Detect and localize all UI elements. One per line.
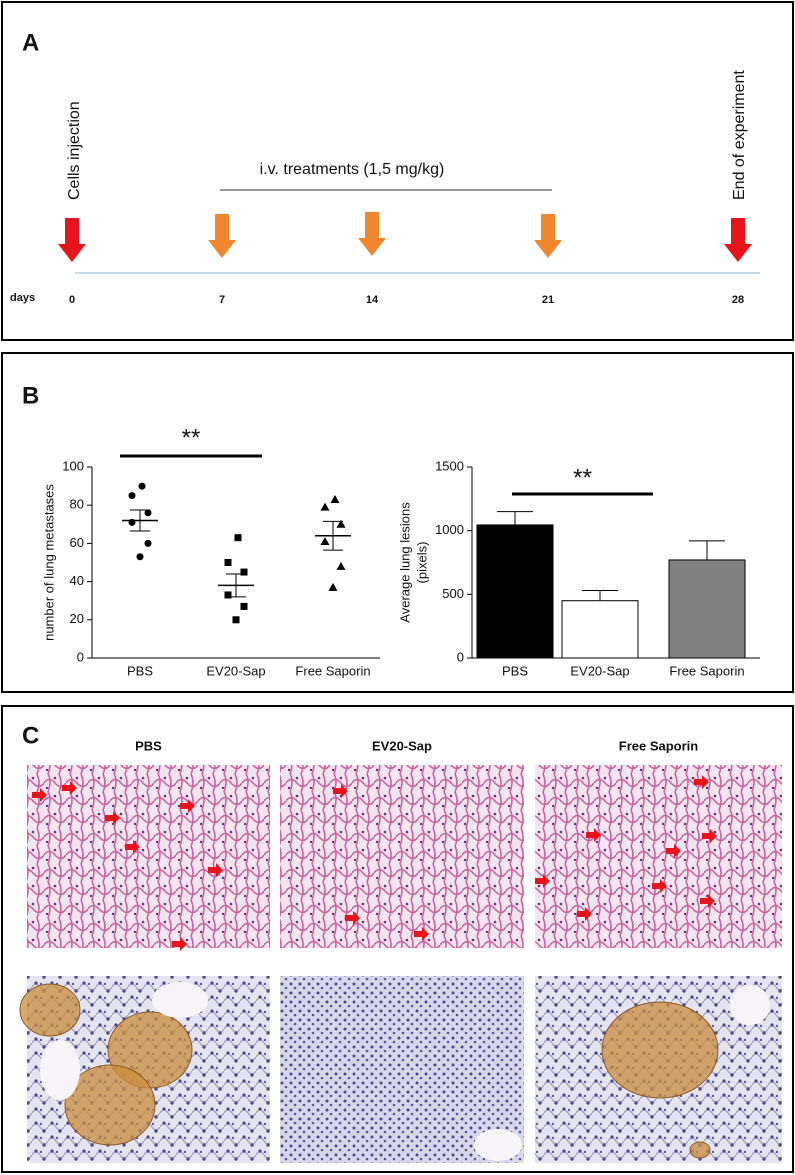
lesion-arrow [586, 828, 601, 842]
column-title: EV20-Sap [372, 738, 432, 753]
data-point [224, 591, 232, 599]
bar [668, 559, 746, 659]
days-label: days [10, 292, 35, 304]
stained-cluster [19, 983, 81, 1037]
lesion-arrow [535, 874, 550, 888]
panel-b-frame [1, 352, 794, 693]
data-point [320, 536, 330, 545]
panel-a-frame [1, 1, 794, 341]
y-axis-label: Average lung lesions [397, 502, 412, 623]
he-image [535, 765, 782, 948]
data-point [144, 509, 152, 517]
lesion-arrow [652, 879, 667, 893]
alveolar-space [730, 985, 770, 1025]
event-arrow [208, 214, 236, 258]
significance-label: ** [182, 424, 201, 451]
day-label: 7 [219, 294, 225, 306]
treatment-label: i.v. treatments (1,5 mg/kg) [260, 161, 445, 178]
y-tick-label: 20 [70, 611, 84, 626]
lesion-arrow [125, 840, 140, 854]
y-tick-label: 1500 [435, 458, 464, 473]
significance-label: ** [573, 464, 592, 491]
column-title: PBS [135, 738, 162, 753]
data-point [136, 553, 144, 561]
stained-cluster [601, 1001, 719, 1099]
x-tick-label: PBS [127, 663, 153, 678]
stained-cluster [64, 1064, 156, 1146]
ihc-image [280, 976, 524, 1163]
event-arrow [534, 214, 562, 258]
lesion-arrow [700, 894, 715, 908]
data-point [224, 559, 232, 566]
panel-label: A [22, 29, 39, 56]
x-tick-label: EV20-Sap [206, 663, 265, 678]
panel-label: B [22, 382, 39, 409]
data-point [330, 494, 340, 503]
lesion-arrow [577, 907, 592, 921]
day-label: 21 [542, 294, 554, 306]
alveolar-space [40, 1040, 80, 1100]
lesion-arrow [62, 781, 77, 795]
data-point [232, 616, 240, 624]
y-axis-label: (pixels) [414, 542, 429, 584]
event-arrow [358, 212, 386, 256]
column-title: Free Saporin [619, 738, 699, 753]
bar [476, 524, 554, 659]
lesion-arrow [333, 784, 348, 798]
panel-label: C [22, 722, 39, 749]
day-label: 28 [732, 294, 744, 306]
x-tick-label: EV20-Sap [570, 663, 629, 678]
lesion-arrow [666, 844, 681, 858]
data-point [138, 482, 146, 490]
lesion-arrow [694, 775, 709, 789]
y-tick-label: 500 [442, 586, 464, 601]
event-arrow [58, 218, 86, 262]
y-tick-label: 80 [70, 497, 84, 512]
lesion-arrow [702, 829, 717, 843]
data-point [240, 602, 248, 610]
data-point [128, 492, 136, 500]
data-point [234, 534, 242, 542]
lesion-arrow [172, 937, 187, 951]
x-tick-label: Free Saporin [669, 663, 744, 678]
alveolar-space [474, 1129, 522, 1161]
data-point [336, 519, 346, 528]
lesion-arrow [414, 927, 429, 941]
y-tick-label: 0 [457, 649, 464, 664]
he-image [280, 765, 524, 948]
data-point [240, 568, 248, 576]
event-arrow [724, 218, 752, 262]
y-tick-label: 1000 [435, 522, 464, 537]
lesion-arrow [345, 911, 360, 925]
data-point [336, 561, 346, 570]
data-point [320, 502, 330, 511]
he-image [27, 765, 270, 948]
stained-cluster [689, 1141, 711, 1159]
event-label: End of experiment [731, 70, 748, 200]
lesion-arrow [32, 788, 47, 802]
lesion-arrow [180, 799, 195, 813]
day-label: 0 [69, 294, 75, 306]
x-tick-label: PBS [502, 663, 528, 678]
y-axis-label: number of lung metastases [41, 484, 56, 641]
y-tick-label: 40 [70, 573, 84, 588]
bar [561, 600, 639, 659]
y-tick-label: 60 [70, 535, 84, 550]
y-tick-label: 100 [62, 458, 84, 473]
data-point [144, 539, 152, 547]
lesion-arrow [208, 863, 223, 877]
y-tick-label: 0 [77, 649, 84, 664]
event-label: Cells injection [66, 101, 83, 200]
day-label: 14 [366, 294, 379, 306]
x-tick-label: Free Saporin [295, 663, 370, 678]
data-point [328, 582, 338, 591]
lesion-arrow [105, 811, 120, 825]
alveolar-space [152, 982, 208, 1018]
panel-c-frame [1, 705, 794, 1173]
